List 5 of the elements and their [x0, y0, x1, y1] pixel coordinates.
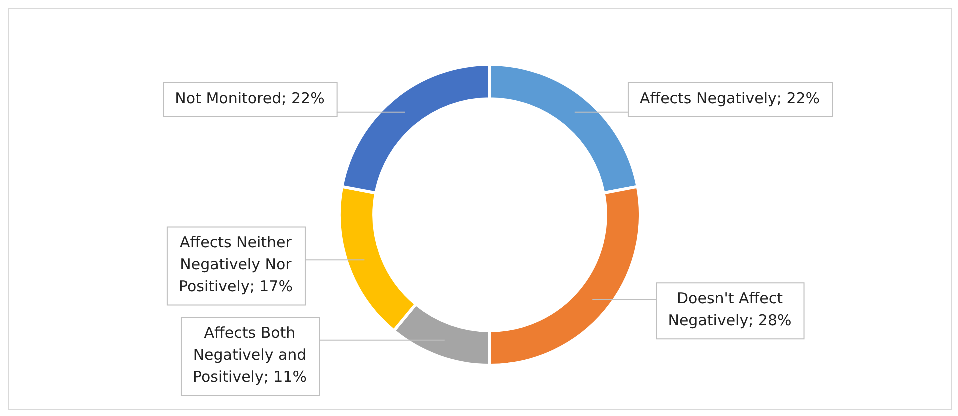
slice-label: Affects Negatively; 22% [640, 89, 820, 108]
slice-label: Affects Both Negatively and Positively; 11% [192, 324, 308, 386]
slice-label: Doesn't Affect Negatively; 28% [668, 290, 792, 330]
slice-label: Affects Neither Negatively Nor Positively; 17% [178, 234, 293, 296]
slice-label: Not Monitored; 22% [175, 89, 325, 108]
